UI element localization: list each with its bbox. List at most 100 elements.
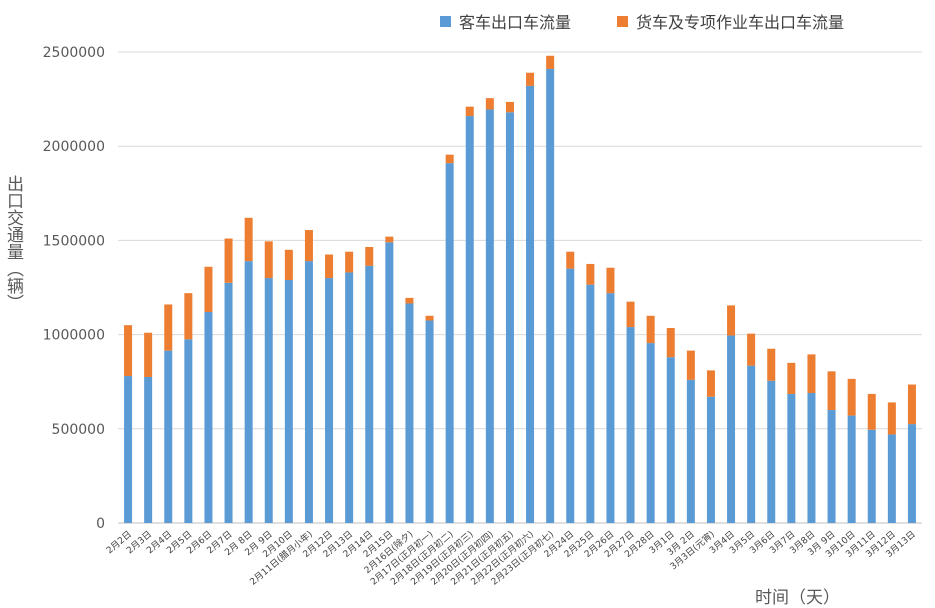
- y-axis-label: 出口交通量（辆）: [3, 175, 23, 311]
- bar-freight: [727, 305, 736, 336]
- bar-passenger: [646, 343, 655, 523]
- legend-item-passenger: 客车出口车流量: [440, 9, 571, 33]
- bar-passenger: [907, 424, 916, 523]
- bar-freight: [164, 304, 173, 351]
- legend-swatch-passenger: [440, 15, 451, 27]
- bar-passenger: [526, 85, 535, 524]
- bar-passenger: [485, 109, 494, 523]
- legend-label-freight: 货车及专项作业车出口车流量: [636, 13, 845, 32]
- y-tick-label: 0: [96, 516, 105, 532]
- bar-passenger: [465, 116, 474, 523]
- bar-freight: [867, 393, 876, 430]
- bar-passenger: [586, 284, 595, 523]
- bar-freight: [385, 236, 394, 243]
- bar-freight: [706, 370, 715, 397]
- y-tick-label: 1500000: [43, 233, 105, 249]
- bar-freight: [827, 371, 836, 410]
- bar-freight: [345, 251, 354, 273]
- bar-passenger: [767, 380, 776, 523]
- bar-freight: [566, 251, 575, 269]
- bar-passenger: [405, 303, 414, 523]
- bar-passenger: [164, 350, 173, 523]
- bar-freight: [686, 350, 695, 380]
- bar-freight: [526, 72, 535, 86]
- legend: 客车出口车流量 货车及专项作业车出口车流量: [440, 9, 844, 33]
- bar-freight: [284, 249, 293, 280]
- bar-freight: [405, 297, 414, 304]
- bar-freight: [646, 315, 655, 344]
- bar-passenger: [807, 393, 816, 523]
- bar-passenger: [284, 279, 293, 523]
- bar-freight: [626, 301, 635, 328]
- bar-freight: [907, 384, 916, 425]
- bar-passenger: [505, 112, 514, 524]
- legend-label-passenger: 客车出口车流量: [459, 13, 572, 32]
- bar-freight: [144, 332, 153, 377]
- bar-freight: [244, 217, 253, 262]
- bar-freight: [767, 348, 776, 381]
- bar-freight: [847, 378, 856, 416]
- bar-passenger: [546, 68, 555, 524]
- bar-freight: [586, 263, 595, 285]
- bar-passenger: [184, 339, 193, 523]
- bar-passenger: [124, 376, 133, 523]
- bar-passenger: [304, 261, 313, 523]
- bar-passenger: [686, 379, 695, 523]
- bar-freight: [325, 254, 334, 279]
- y-tick-label: 2500000: [43, 45, 105, 61]
- bar-passenger: [445, 163, 454, 523]
- bar-freight: [224, 238, 233, 283]
- bar-freight: [445, 154, 454, 164]
- legend-item-freight: 货车及专项作业车出口车流量: [617, 9, 844, 33]
- bar-freight: [465, 106, 474, 117]
- bar-passenger: [224, 282, 233, 523]
- bar-freight: [304, 230, 313, 262]
- bar-passenger: [244, 261, 253, 523]
- bar-passenger: [264, 278, 273, 523]
- y-tick-label: 1000000: [43, 328, 105, 344]
- bar-passenger: [425, 320, 434, 523]
- bar-passenger: [666, 357, 675, 523]
- legend-swatch-freight: [617, 15, 629, 27]
- bar-freight: [546, 55, 555, 69]
- bar-passenger: [606, 293, 615, 523]
- bar-freight: [365, 246, 374, 266]
- bar-passenger: [706, 396, 715, 523]
- bar-freight: [807, 354, 816, 394]
- bar-freight: [787, 362, 796, 394]
- bar-freight: [505, 101, 514, 113]
- bar-freight: [264, 241, 273, 279]
- bar-passenger: [626, 327, 635, 523]
- x-axis-label: 时间（天）: [755, 588, 840, 608]
- bar-passenger: [325, 278, 334, 523]
- bar-freight: [747, 333, 756, 366]
- bar-passenger: [566, 268, 575, 523]
- bar-passenger: [144, 376, 153, 523]
- bar-passenger: [887, 434, 896, 523]
- bars: [124, 55, 916, 524]
- bar-freight: [887, 402, 896, 435]
- y-tick-label: 500000: [52, 422, 105, 438]
- bar-passenger: [365, 265, 374, 523]
- bar-passenger: [787, 393, 796, 523]
- bar-freight: [485, 98, 494, 110]
- bar-passenger: [847, 415, 856, 523]
- bar-freight: [124, 325, 133, 377]
- bar-passenger: [385, 242, 394, 523]
- gridlines: [118, 51, 922, 524]
- bar-passenger: [345, 272, 354, 523]
- bar-freight: [666, 328, 675, 358]
- bar-passenger: [727, 335, 736, 523]
- bar-passenger: [867, 429, 876, 523]
- y-tick-label: 2000000: [43, 139, 105, 155]
- bar-passenger: [204, 311, 213, 523]
- bar-passenger: [747, 365, 756, 523]
- bar-freight: [184, 293, 193, 340]
- bar-freight: [425, 315, 434, 321]
- y-axis-ticks: 0 500000 1000000 1500000 2000000 2500000: [43, 45, 105, 532]
- bar-freight: [606, 267, 615, 294]
- bar-passenger: [827, 409, 836, 523]
- bar-freight: [204, 266, 213, 312]
